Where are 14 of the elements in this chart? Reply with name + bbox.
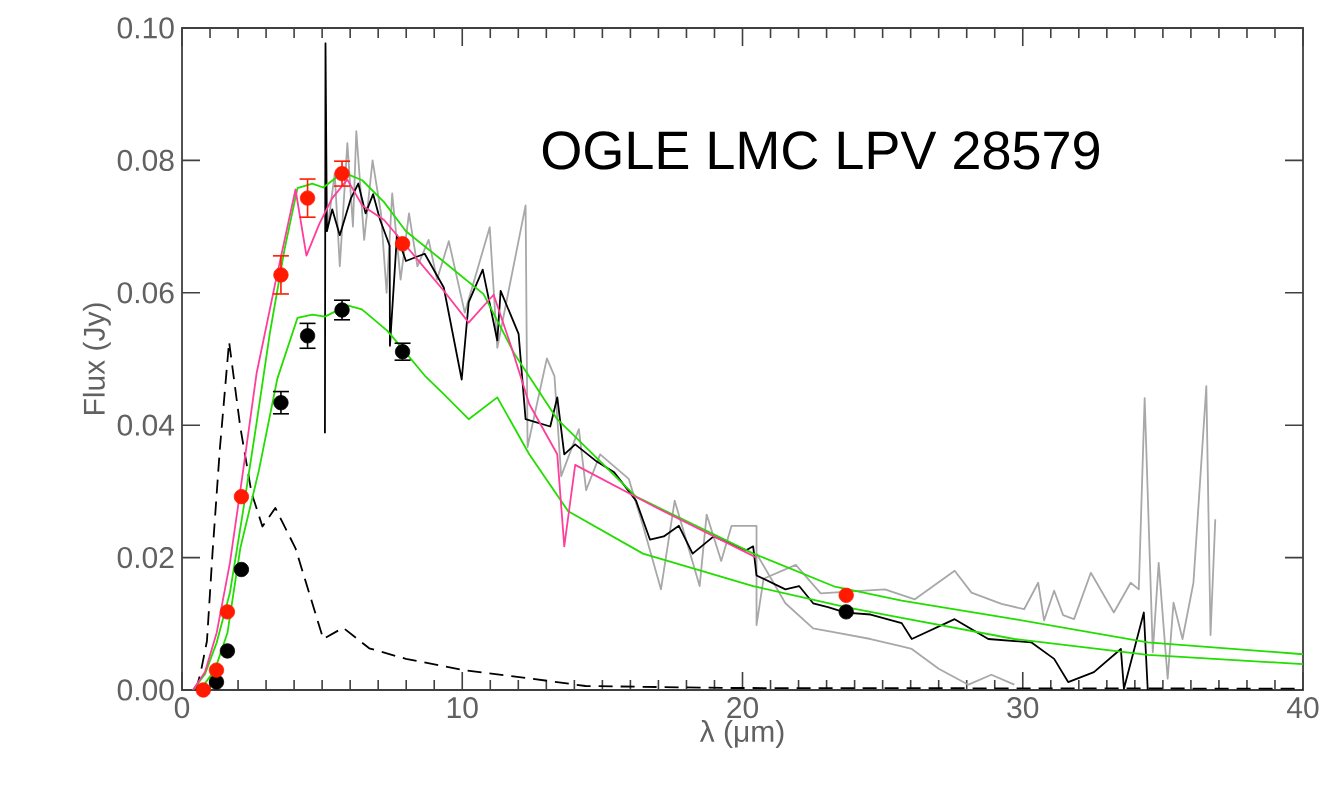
x-tick-label: 0 <box>174 697 190 719</box>
y-tick-label: 0.08 <box>117 149 174 171</box>
y-tick-label: 0.02 <box>117 546 174 569</box>
y-tick-label: 0.10 <box>117 17 174 39</box>
x-axis-title: λ (μm) <box>699 720 784 748</box>
y-tick-label: 0.00 <box>117 679 174 701</box>
y-axis-title: Flux (Jy) <box>82 303 111 415</box>
x-tick-label: 10 <box>447 697 478 719</box>
x-tick-label: 20 <box>727 697 758 719</box>
annotation: OGLE LMC LPV 28579 <box>542 131 1099 170</box>
y-tick-label: 0.04 <box>117 414 175 436</box>
y-tick-label: 0.06 <box>117 282 174 304</box>
x-tick-label: 40 <box>1287 697 1319 719</box>
x-tick-label: 30 <box>1007 697 1039 719</box>
